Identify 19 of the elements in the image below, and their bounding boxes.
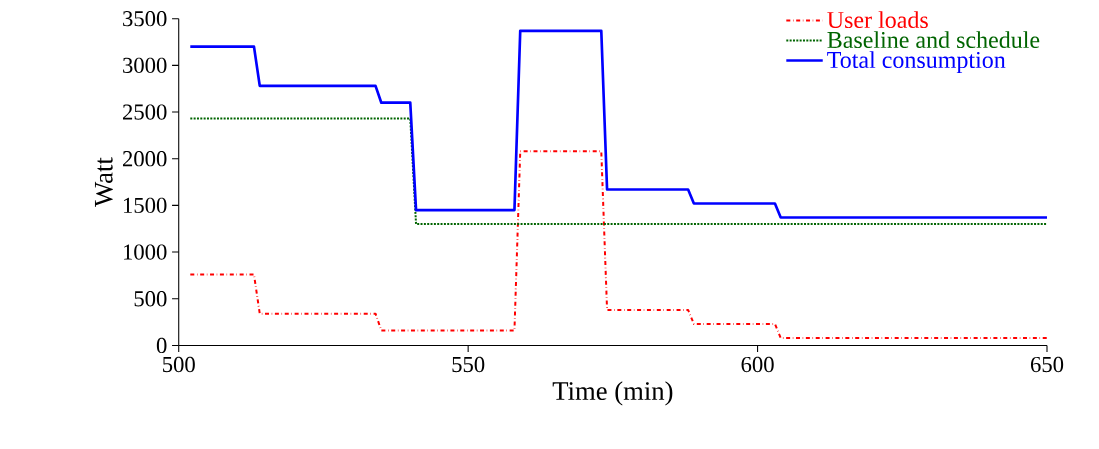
y-tick-label: 0: [156, 337, 167, 353]
y-tick-label: 3500: [123, 10, 167, 27]
line-series: [189, 150, 1048, 339]
y-tick-label: 500: [134, 290, 167, 307]
y-tick-label: 1000: [123, 244, 167, 260]
x-tick-label: 650: [1030, 356, 1064, 372]
x-tick-label: 550: [452, 356, 485, 372]
y-tick-label: 3000: [123, 57, 167, 73]
legend-label: Total consumption: [827, 50, 1006, 73]
x-tick-label: 500: [163, 356, 195, 372]
legend-label: User loads: [827, 10, 928, 28]
y-tick-label: 2000: [123, 150, 167, 167]
y-axis-title: Watt: [94, 157, 113, 207]
y-tick-label: 2500: [123, 104, 167, 120]
x-tick-label: 600: [741, 356, 774, 372]
x-axis-title: Time (min): [552, 381, 673, 406]
legend-label: Baseline and schedule: [827, 30, 1040, 48]
y-tick-label: 1500: [123, 197, 167, 213]
line-series: [188, 29, 1049, 219]
